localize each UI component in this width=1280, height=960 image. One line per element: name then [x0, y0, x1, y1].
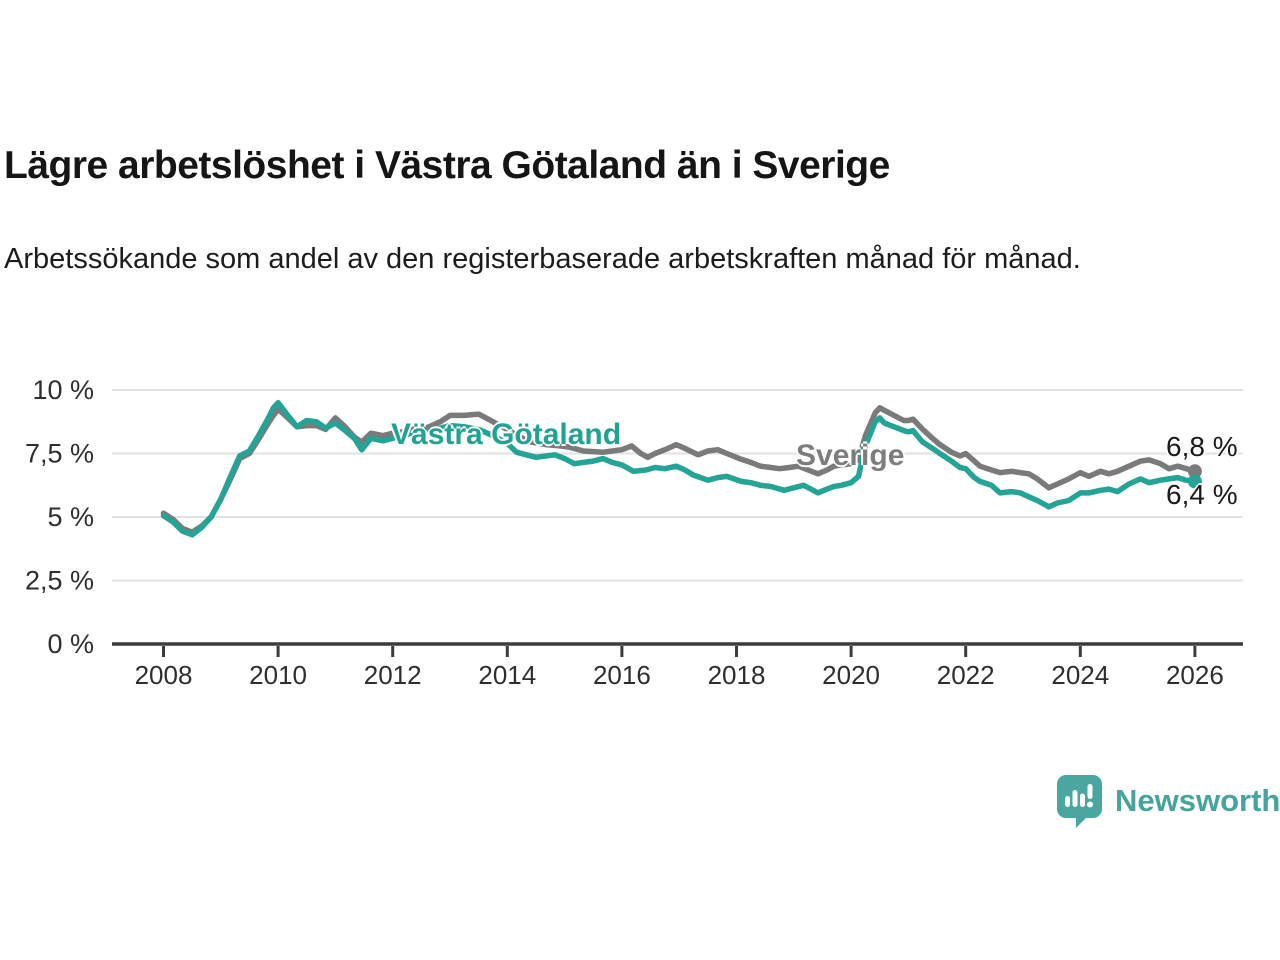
series-label-vastra-gotaland: Västra Götaland — [391, 418, 622, 451]
chart-title: Lägre arbetslöshet i Västra Götaland än … — [4, 144, 890, 187]
logo-bubble-shape — [1057, 775, 1102, 828]
x-tick-label-2026: 2026 — [1166, 660, 1224, 690]
end-value-label-sverige: 6,8 % — [1166, 431, 1238, 462]
newsworthy-logo-icon — [1057, 775, 1102, 828]
end-dot-v-stra-g-taland — [1187, 474, 1202, 489]
x-tick-label-2012: 2012 — [364, 660, 422, 690]
y-tick-label-5: 5 % — [47, 502, 94, 532]
logo-bar-chart-glyph — [1065, 784, 1093, 808]
x-tick-label-2022: 2022 — [937, 660, 995, 690]
newsworthy-branding: Newsworthy — [1056, 774, 1280, 828]
x-tick-label-2018: 2018 — [708, 660, 766, 690]
y-tick-label-7.5: 7,5 % — [25, 439, 94, 469]
x-tick-label-2010: 2010 — [249, 660, 307, 690]
y-tick-label-0: 0 % — [47, 629, 94, 659]
series-label-sverige: Sverige — [796, 439, 905, 472]
y-tick-label-10: 10 % — [32, 375, 94, 405]
x-tick-label-2020: 2020 — [822, 660, 880, 690]
x-tick-label-2016: 2016 — [593, 660, 651, 690]
newsworthy-logo-text: Newsworthy — [1115, 783, 1280, 818]
end-dot-sverige — [1187, 464, 1202, 479]
x-tick-label-2024: 2024 — [1051, 660, 1109, 690]
x-tick-label-2008: 2008 — [135, 660, 193, 690]
y-tick-label-2.5: 2,5 % — [25, 566, 94, 596]
x-tick-label-2014: 2014 — [478, 660, 536, 690]
end-value-label-vastra-gotaland: 6,4 % — [1166, 479, 1238, 510]
series-line-v-stra-g-taland — [160, 399, 1198, 538]
chart-subtitle: Arbetssökande som andel av den registerb… — [4, 243, 1081, 275]
